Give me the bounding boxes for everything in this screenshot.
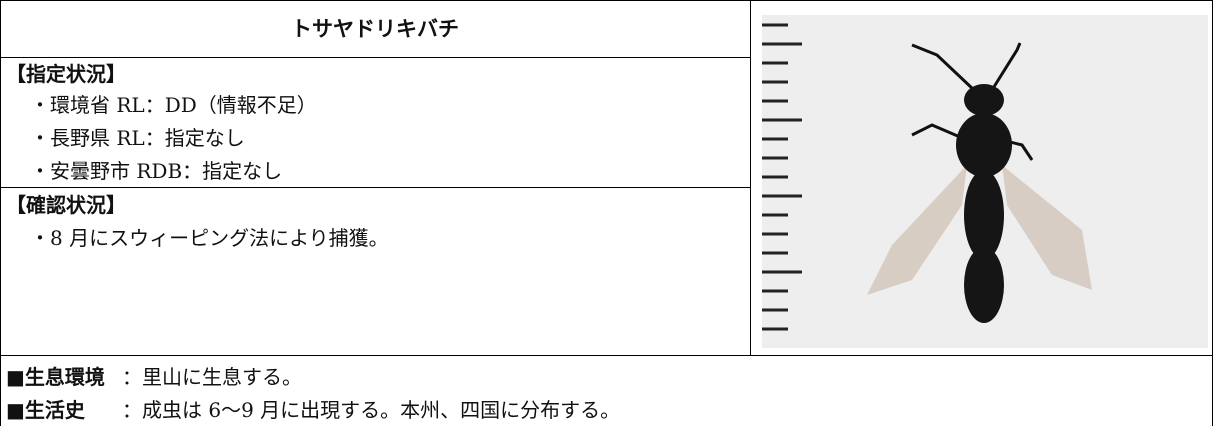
border bbox=[750, 0, 751, 355]
border bbox=[0, 0, 1, 426]
border bbox=[0, 57, 750, 58]
note-text: ：成虫は 6～9 月に出現する。本州、四国に分布する。 bbox=[122, 398, 621, 422]
border bbox=[0, 355, 1213, 356]
note-row: ■生活史 ：成虫は 6～9 月に出現する。本州、四国に分布する。 bbox=[6, 398, 620, 422]
list-item: ・環境省 RL：DD（情報不足） bbox=[30, 93, 317, 117]
section-heading: 【確認状況】 bbox=[6, 193, 126, 217]
list-item: ・安曇野市 RDB：指定なし bbox=[30, 159, 283, 183]
section-heading: 【指定状況】 bbox=[6, 62, 126, 86]
list-item: ・8 月にスウィーピング法により捕獲。 bbox=[30, 226, 389, 250]
list-item: ・長野県 RL：指定なし bbox=[30, 126, 245, 150]
specimen-photo bbox=[762, 15, 1208, 348]
note-text: ：里山に生息する。 bbox=[122, 365, 302, 389]
border bbox=[0, 0, 1213, 1]
border bbox=[0, 187, 750, 188]
note-label: ■生活史 bbox=[6, 398, 85, 422]
note-row: ■生息環境 ：里山に生息する。 bbox=[6, 365, 302, 389]
species-title: トサヤドリキバチ bbox=[291, 17, 459, 41]
note-label: ■生息環境 bbox=[6, 365, 105, 389]
